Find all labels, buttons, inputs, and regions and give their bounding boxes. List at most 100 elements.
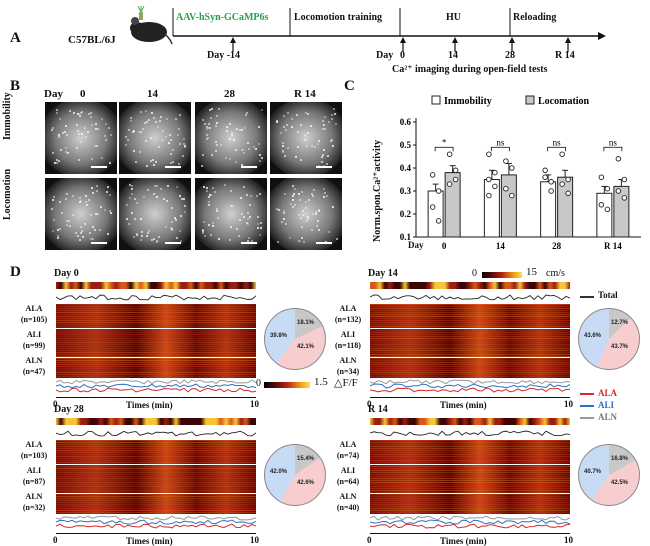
neuron-dot [229,205,232,208]
heatmap-row [56,326,256,327]
neuron-dot [301,191,304,194]
heatmap-row [370,462,570,463]
neuron-dot [85,200,88,203]
row-label-ali: ALI [340,466,356,475]
neuron-dot [181,154,184,157]
block-title: Day 14 [368,268,398,279]
neuron-dot [179,142,182,145]
neuron-dot [81,230,84,233]
neuron-dot [170,153,173,156]
neuron-dot [206,136,209,139]
neuron-dot [89,238,92,241]
neuron-dot [149,136,152,139]
bar-immobility [427,190,444,238]
neuron-dot [54,162,56,165]
pie-label-aln: 15.4% [297,456,315,462]
heatmap-row [370,306,570,307]
heatmap-row [56,494,256,495]
neuron-dot [283,114,286,117]
pie-chart [578,444,640,506]
heatmap-row [370,492,570,493]
neuron-dot [204,235,207,238]
neuron-dot [105,190,108,193]
neuron-dot [286,112,289,115]
heatmap-row [370,338,570,339]
microscopy-image [195,178,267,250]
heatmap-row [370,474,570,475]
neuron-dot [65,198,68,201]
heatmap-row [370,452,570,453]
neuron-dot [65,192,68,195]
heatmap-divider [370,357,570,358]
neuron-dot [211,108,214,111]
neuron-dot [151,159,154,162]
neuron-dot [291,185,294,188]
neuron-dot [158,145,161,148]
neuron-dot [108,126,111,129]
neuron-dot [247,222,250,225]
neuron-dot [91,124,94,127]
neuron-dot [212,221,215,224]
neuron-dot [321,160,324,163]
heatmap-row [370,322,570,323]
neuron-dot [138,130,141,133]
neuron-dot [104,135,107,138]
neuron-dot [76,235,79,238]
neuron-dot [230,133,233,136]
neuron-dot [145,121,148,124]
neuron-dot [240,148,243,151]
group-trace-line [370,383,570,389]
row-count-ala: (n=105) [20,315,48,324]
neuron-dot [228,122,231,125]
heatmap-row [56,372,256,373]
block-title: Day 28 [54,404,84,415]
group-traces [56,379,256,393]
neuron-dot [242,185,245,188]
neuron-dot [276,119,279,122]
neuron-dot [105,138,108,141]
neuron-dot [232,138,235,141]
neuron-dot [294,203,297,206]
heatmap-row [56,478,256,479]
neuron-dot [207,195,210,198]
neuron-dot [58,160,61,163]
heatmap-row [56,490,256,491]
data-point [615,188,622,194]
neuron-dot [184,144,187,147]
neuron-dot [92,191,95,194]
neuron-dot [79,200,82,203]
neuron-dot [306,144,309,147]
heatmap-row [370,512,570,513]
heatmap-row [56,330,256,331]
heatmap-row [370,332,570,333]
neuron-dot [133,129,136,132]
heatmap-row [370,510,570,511]
neuron-dot [68,224,71,227]
neuron-dot [174,218,177,221]
neuron-dot [281,150,284,153]
heatmap-row [370,454,570,455]
neuron-dot [55,161,58,164]
heatmap-divider [56,493,256,494]
neuron-dot [66,224,69,227]
heatmap-row [370,362,570,363]
pie-label-ala: 43.7% [611,344,629,350]
neuron-dot [212,187,215,190]
heatmap-row [370,506,570,507]
heatmap-row [56,354,256,355]
neuron-dot [140,235,143,238]
neuron-dot [157,235,160,238]
heatmap-row [56,308,256,309]
group-trace-line [370,523,570,529]
neuron-dot [171,220,174,223]
neuron-dot [174,118,177,121]
neuron-dot [84,136,87,139]
neuron-dot [161,130,164,133]
y-tick-label: 0.1 [400,232,412,242]
heatmap-row [370,348,570,349]
neuron-dot [290,126,293,129]
data-point [604,206,611,213]
neuron-dot [165,117,168,120]
data-point [621,195,628,201]
neuron-dot [246,141,249,144]
